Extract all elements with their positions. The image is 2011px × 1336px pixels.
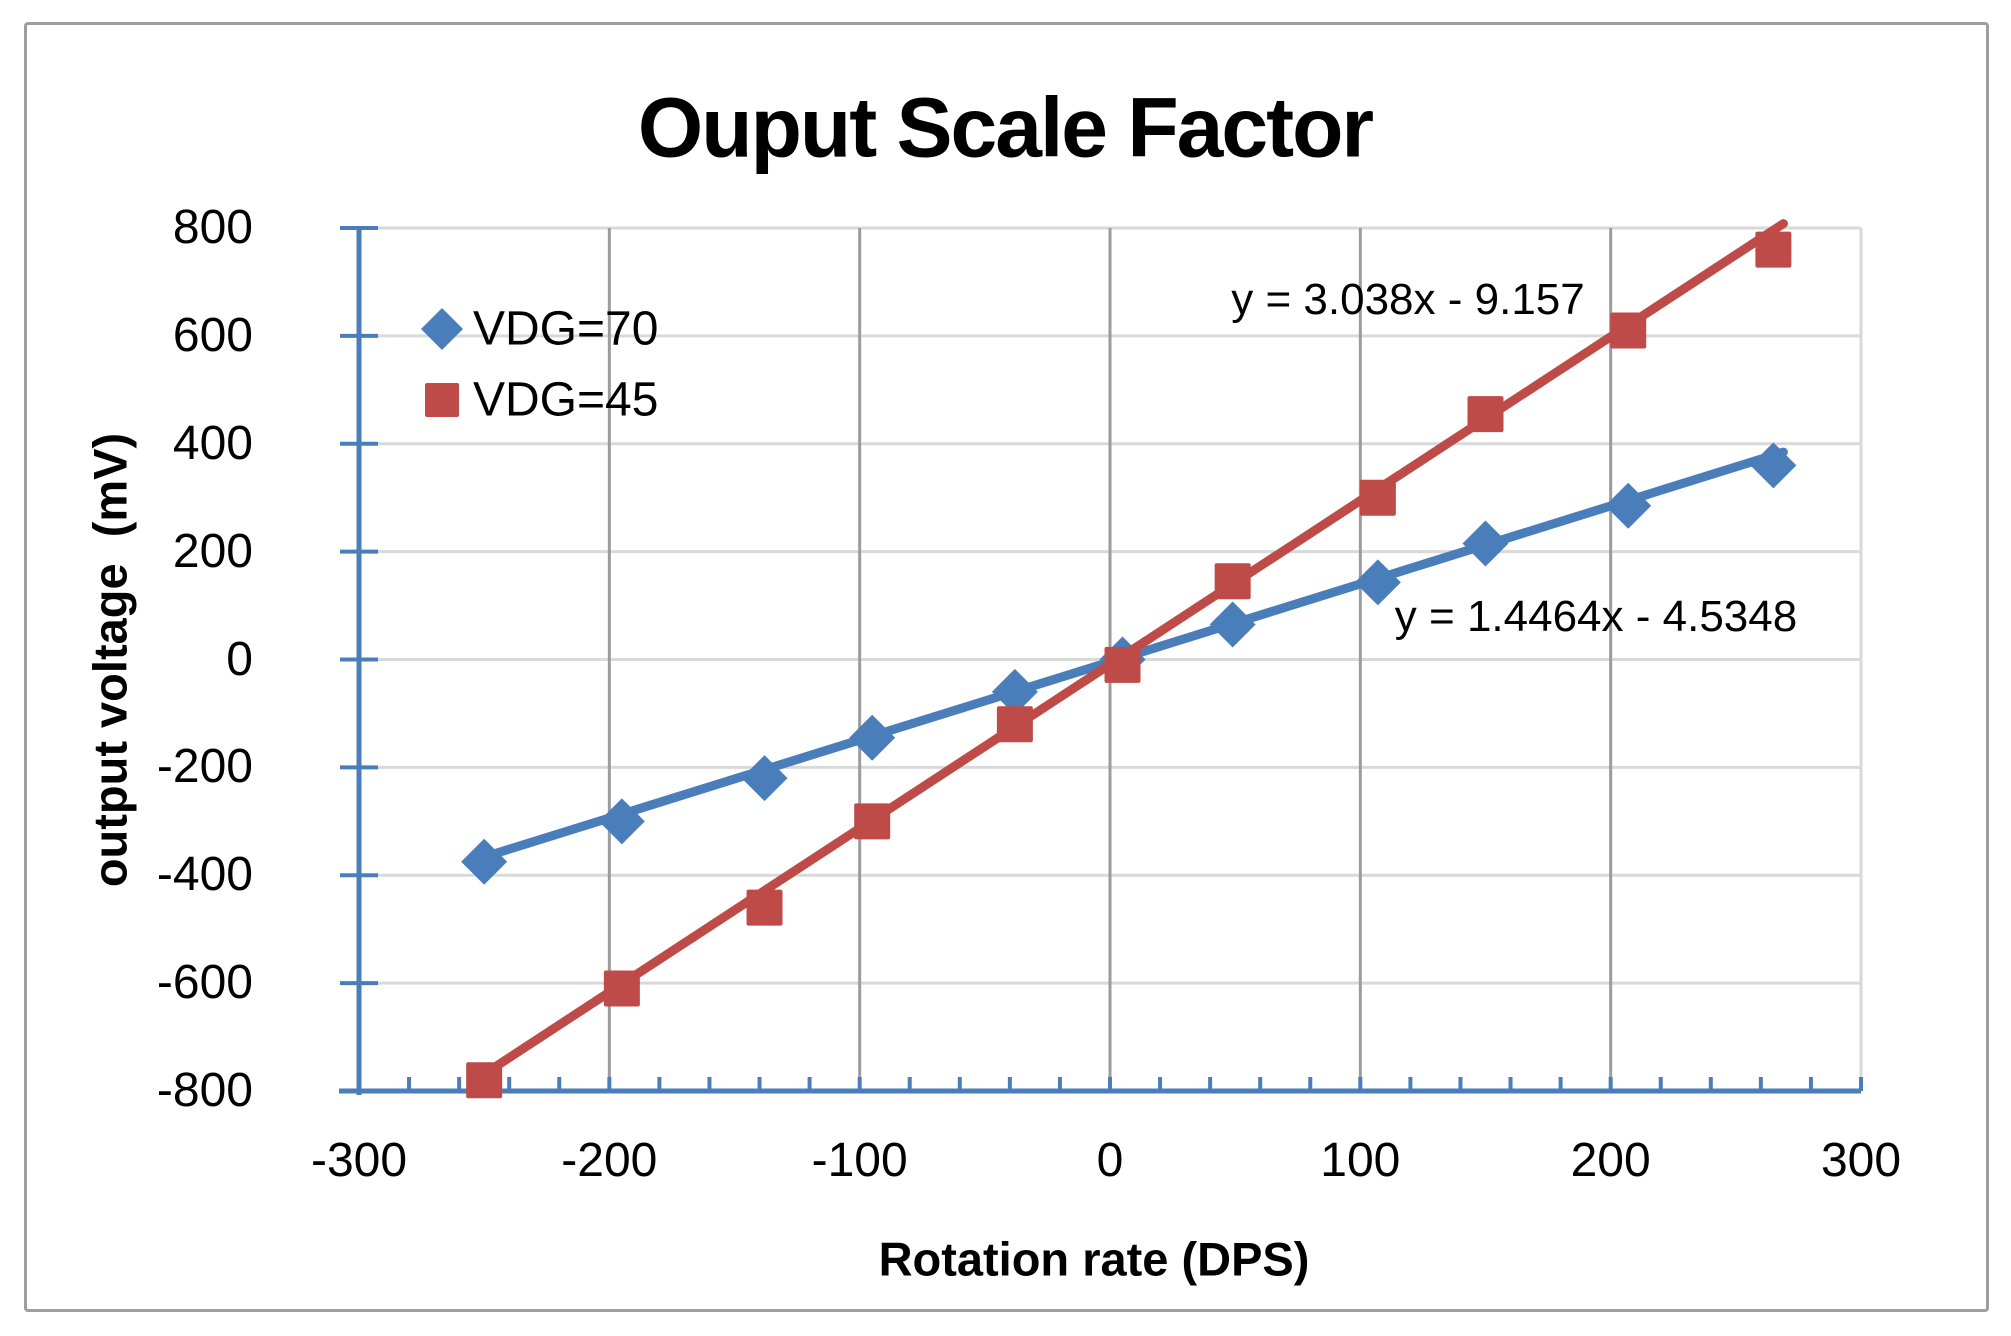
- marker-diamond-VDG=70: [1462, 520, 1509, 567]
- marker-square-VDG=45: [1610, 312, 1647, 349]
- marker-square-VDG=45: [996, 706, 1033, 743]
- marker-diamond-VDG=70: [741, 755, 788, 802]
- marker-square-VDG=45: [603, 970, 640, 1007]
- marker-diamond-VDG=70: [849, 714, 896, 761]
- marker-square-VDG=45: [746, 889, 783, 926]
- y-tick-label: 600: [172, 308, 253, 362]
- x-axis-title: Rotation rate (DPS): [878, 1232, 1310, 1286]
- marker-diamond-VDG=70: [598, 798, 645, 845]
- trendline-equation-vdg70: y = 1.4464x - 4.5348: [1394, 592, 1798, 641]
- marker-square-VDG=45: [466, 1062, 503, 1099]
- y-tick-label: 0: [226, 632, 253, 686]
- x-tick-label: 0: [1096, 1134, 1124, 1187]
- trendline-equation-vdg45: y = 3.038x - 9.157: [1231, 275, 1585, 324]
- y-tick-label: 400: [172, 416, 253, 470]
- marker-square-VDG=45: [1467, 396, 1504, 433]
- x-tick-label: -100: [811, 1134, 908, 1187]
- legend-square-icon: [425, 383, 459, 417]
- marker-square-VDG=45: [1755, 231, 1792, 268]
- marker-diamond-VDG=70: [1750, 442, 1797, 489]
- marker-diamond-VDG=70: [1209, 601, 1256, 648]
- marker-diamond-VDG=70: [991, 668, 1038, 715]
- y-axis-title: output voltage (mV): [83, 432, 137, 888]
- marker-square-VDG=45: [854, 803, 891, 840]
- x-tick-label: 100: [1320, 1134, 1401, 1187]
- x-tick-label: -200: [561, 1134, 658, 1187]
- x-tick-label: 200: [1570, 1134, 1651, 1187]
- marker-diamond-VDG=70: [1605, 482, 1652, 529]
- y-tick-label: -200: [156, 740, 253, 794]
- legend-diamond-icon: [421, 308, 463, 350]
- marker-diamond-VDG=70: [1354, 559, 1401, 606]
- chart-outer-border: [24, 22, 1989, 1312]
- x-tick-label: 300: [1820, 1134, 1902, 1187]
- y-tick-label: 200: [172, 524, 253, 578]
- marker-diamond-VDG=70: [461, 838, 508, 885]
- x-tick-label: -300: [310, 1134, 408, 1187]
- legend-label-vdg70: VDG=70: [473, 302, 659, 356]
- y-tick-label: -400: [156, 848, 253, 902]
- chart-title: Ouput Scale Factor: [637, 80, 1374, 175]
- marker-square-VDG=45: [1359, 479, 1396, 516]
- y-tick-label: -800: [156, 1064, 253, 1117]
- marker-square-VDG=45: [1104, 646, 1141, 683]
- y-tick-label: -600: [156, 956, 253, 1010]
- marker-square-VDG=45: [1214, 563, 1251, 600]
- legend-label-vdg45: VDG=45: [473, 373, 659, 427]
- y-tick-label: 800: [172, 201, 253, 254]
